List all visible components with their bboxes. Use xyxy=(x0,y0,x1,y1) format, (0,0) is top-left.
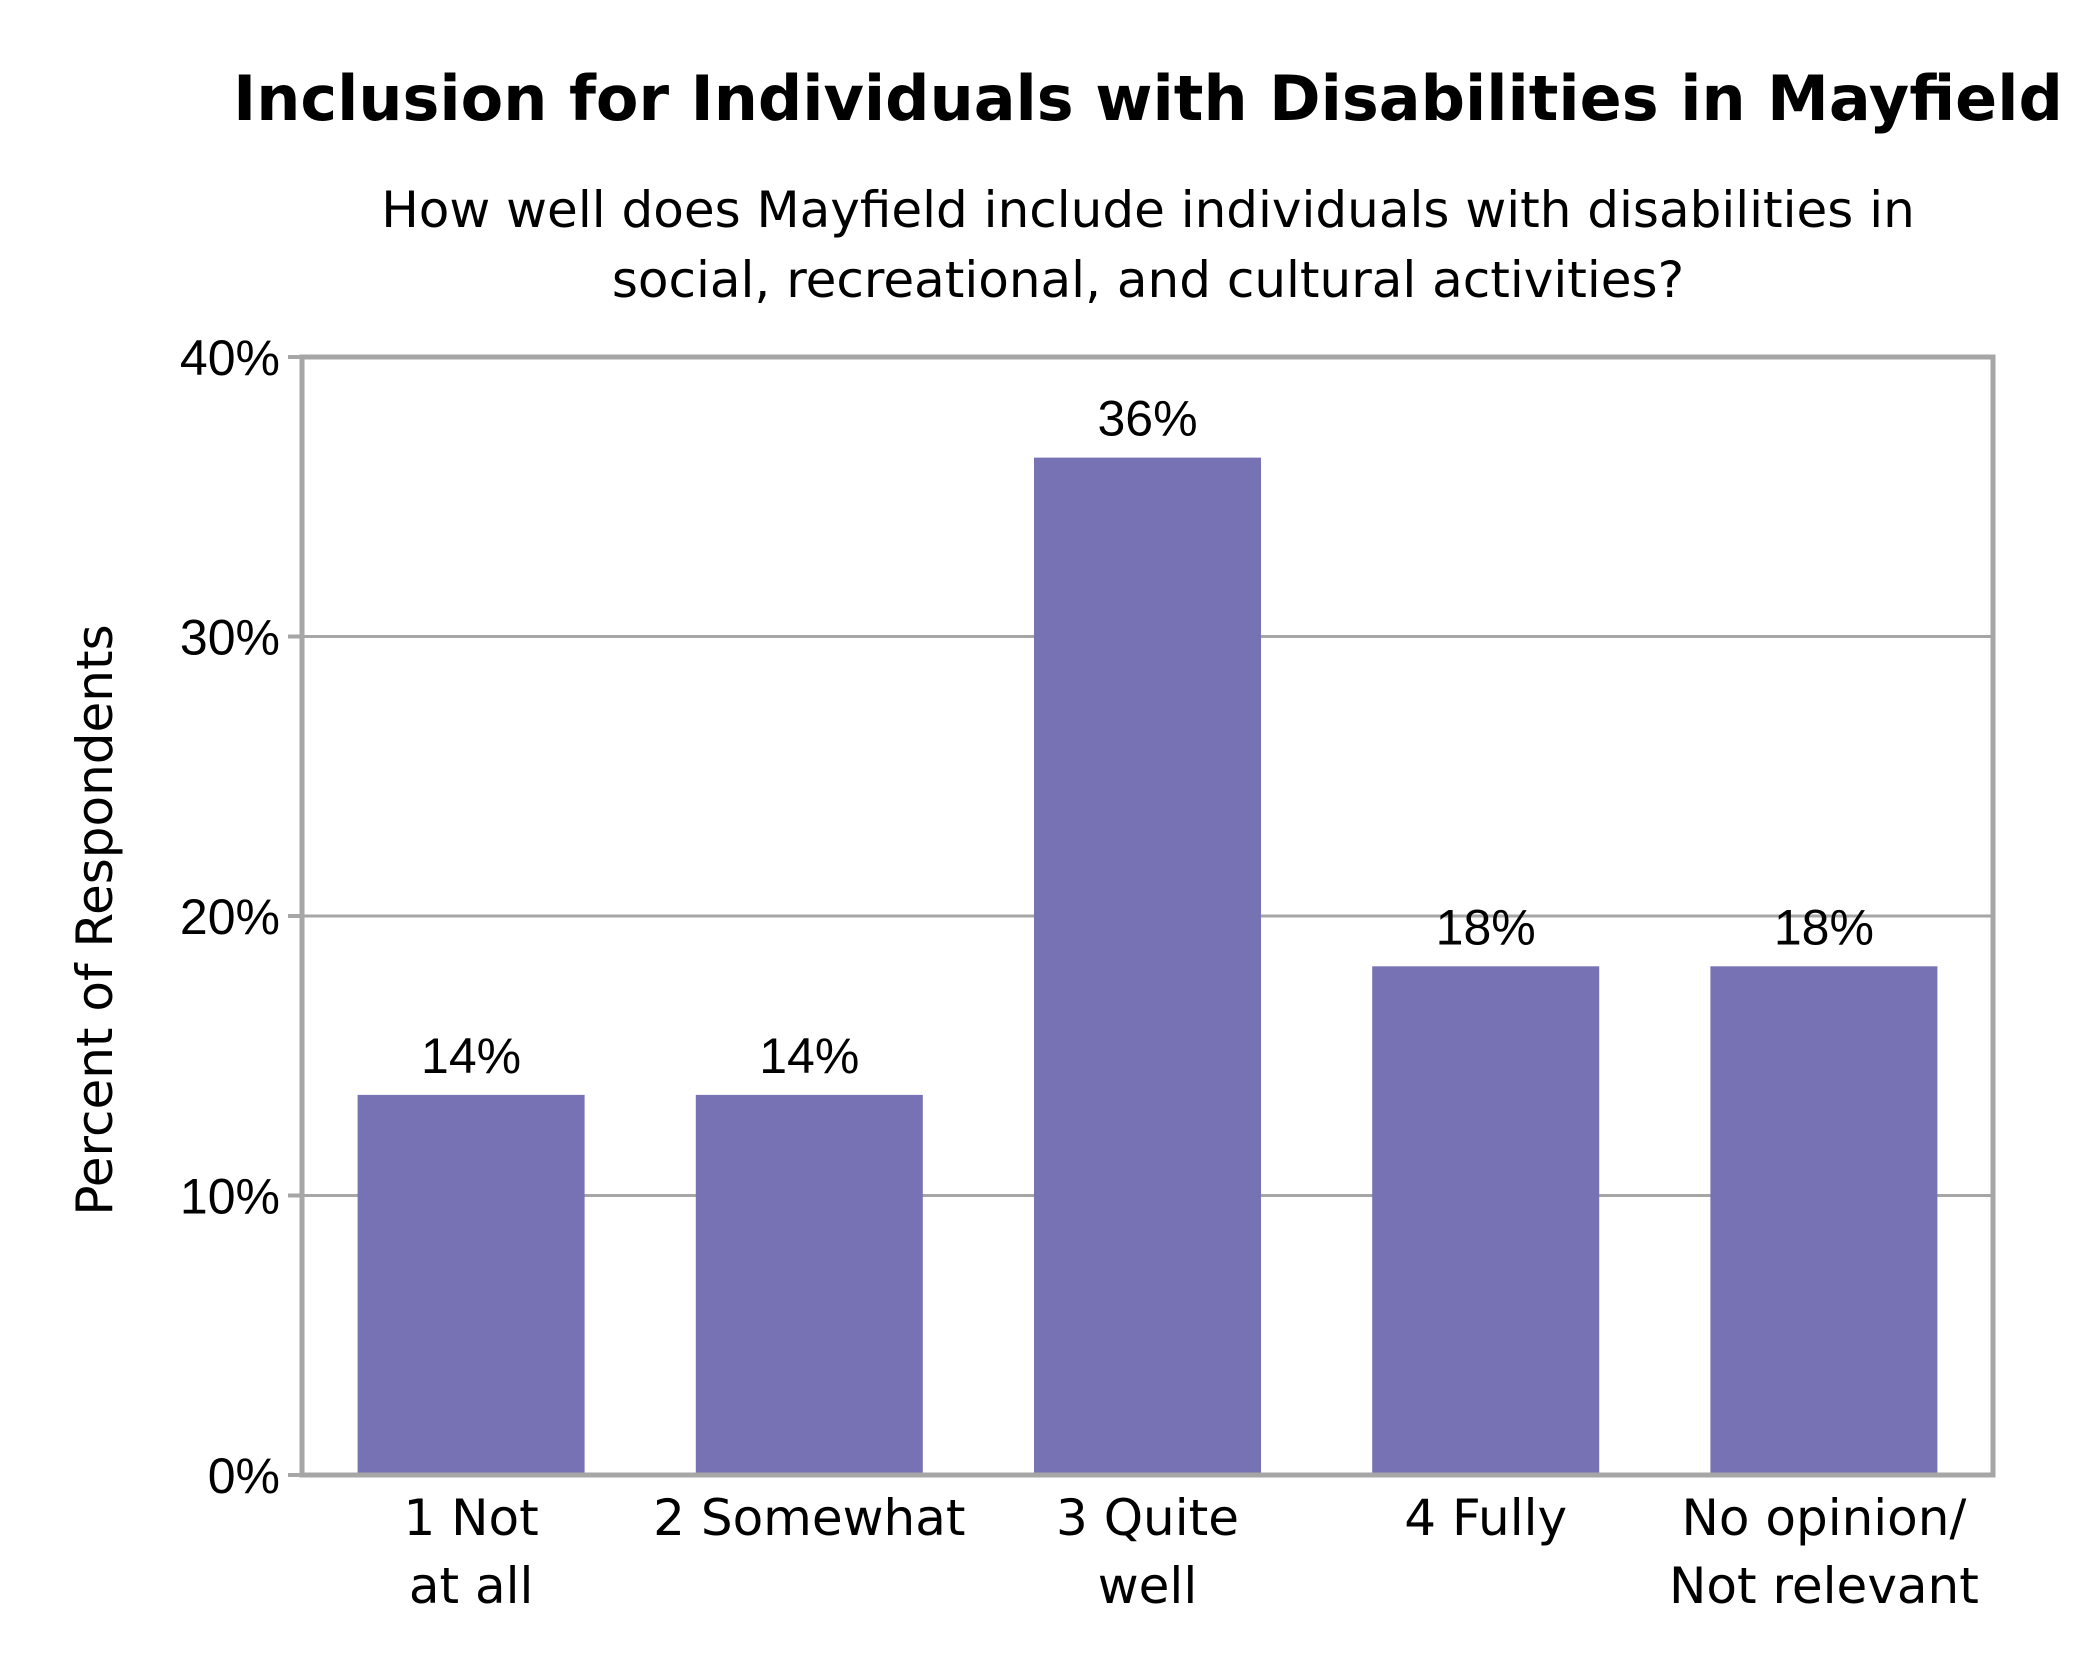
bar-1 xyxy=(357,1094,585,1475)
x-tick-label-5-line-2: Not relevant xyxy=(1669,1557,1979,1615)
data-labels: 14% 14% 36% 18% 18% xyxy=(421,391,1874,1084)
y-tick-label-40: 40% xyxy=(180,330,280,386)
bar-4 xyxy=(1372,966,1600,1475)
bar-5 xyxy=(1710,966,1938,1475)
y-tick-label-30: 30% xyxy=(180,610,280,666)
x-tick-label-1-line-2: at all xyxy=(409,1557,534,1615)
y-tick-label-20: 20% xyxy=(180,889,280,945)
x-axis-ticks: 1 Not at all 2 Somewhat 3 Quite well 4 Fully N… xyxy=(403,1489,1978,1615)
chart-subtitle-line-2: social, recreational, and cultural activ… xyxy=(612,251,1684,309)
y-axis-label: Percent of Respondents xyxy=(66,624,124,1215)
data-label-1: 14% xyxy=(421,1028,521,1084)
x-tick-label-4-line-1: 4 Fully xyxy=(1404,1489,1567,1547)
x-tick-label-3-line-1: 3 Quite xyxy=(1056,1489,1239,1547)
data-label-5: 18% xyxy=(1774,899,1874,955)
data-label-4: 18% xyxy=(1436,899,1536,955)
y-tick-label-10: 10% xyxy=(180,1169,280,1225)
data-label-2: 14% xyxy=(759,1028,859,1084)
x-tick-label-2-line-1: 2 Somewhat xyxy=(653,1489,965,1547)
chart-title: Inclusion for Individuals with Disabilit… xyxy=(233,62,2063,135)
bars xyxy=(357,457,1938,1475)
x-tick-label-5-line-1: No opinion/ xyxy=(1681,1489,1966,1547)
y-axis-ticks: 0% 10% 20% 30% 40% xyxy=(180,330,302,1504)
data-label-3: 36% xyxy=(1097,391,1197,447)
y-tick-label-0: 0% xyxy=(208,1448,280,1504)
bar-3 xyxy=(1034,457,1261,1475)
x-tick-label-3-line-2: well xyxy=(1098,1557,1197,1615)
x-tick-label-1-line-1: 1 Not xyxy=(403,1489,538,1547)
bar-2 xyxy=(695,1094,923,1475)
chart-subtitle-line-1: How well does Mayfield include individua… xyxy=(381,181,1915,239)
